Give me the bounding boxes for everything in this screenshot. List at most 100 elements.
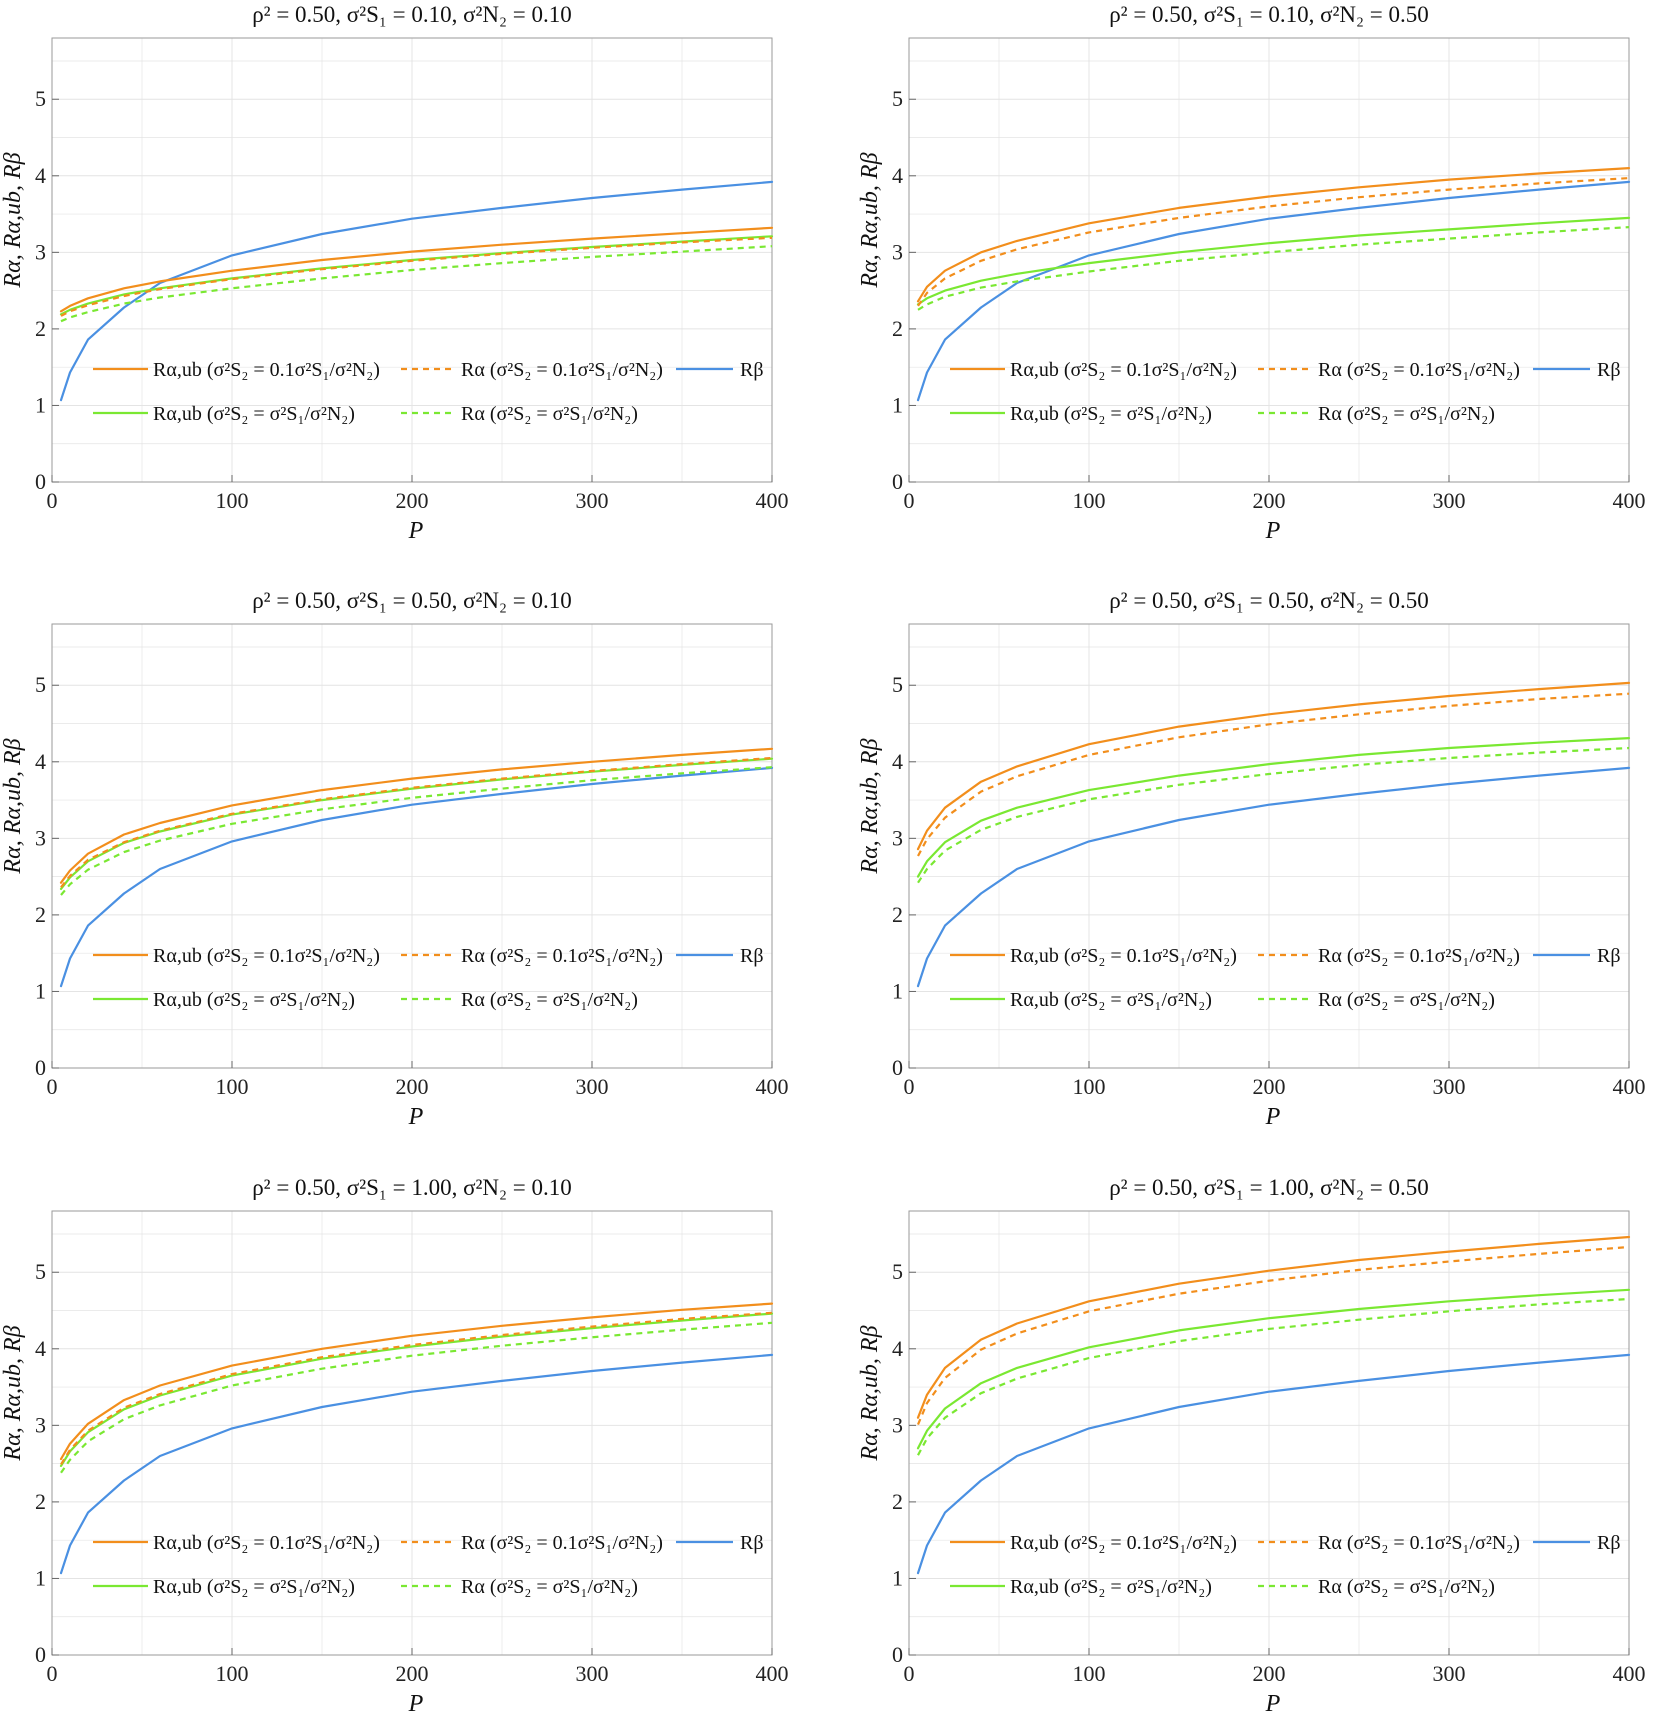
y-tick-label: 1 <box>35 392 46 417</box>
x-axis-label: P <box>408 1691 424 1714</box>
chart-title: ρ² = 0.50, σ²S₁ = 0.10, σ²N₂ = 0.50 <box>1109 2 1429 27</box>
x-tick-label: 400 <box>1613 1074 1646 1099</box>
x-tick-label: 200 <box>1253 1661 1286 1686</box>
x-tick-label: 300 <box>1433 1661 1466 1686</box>
chart-title: ρ² = 0.50, σ²S₁ = 1.00, σ²N₂ = 0.10 <box>252 1175 572 1200</box>
legend-label: Rα (σ²S₂ = σ²S₁/σ²N₂) <box>461 989 638 1011</box>
legend-label: Rα,ub (σ²S₂ = 0.1σ²S₁/σ²N₂) <box>1010 359 1237 381</box>
legend-label: Rβ <box>740 359 764 381</box>
series-line-green-dashed <box>60 245 773 323</box>
legend-label: Rβ <box>1597 945 1621 967</box>
legend-label: Rα,ub (σ²S₂ = 0.1σ²S₁/σ²N₂) <box>153 359 380 381</box>
legend: Rα,ub (σ²S₂ = 0.1σ²S₁/σ²N₂) Rα (σ²S₂ = 0.… <box>93 945 764 1011</box>
y-tick-label: 4 <box>892 1336 903 1361</box>
x-axis-label: P <box>408 1104 424 1130</box>
x-tick-label: 400 <box>1613 488 1646 513</box>
y-tick-label: 2 <box>892 316 903 341</box>
series-line-orange-solid <box>59 747 774 884</box>
y-tick-label: 2 <box>35 1489 46 1514</box>
series-line-orange-solid <box>916 167 1631 303</box>
x-tick-label: 200 <box>396 1661 429 1686</box>
y-tick-label: 5 <box>892 672 903 697</box>
legend: Rα,ub (σ²S₂ = 0.1σ²S₁/σ²N₂) Rα (σ²S₂ = 0.… <box>950 945 1621 1011</box>
y-tick-label: 3 <box>892 239 903 264</box>
y-axis-label: Rα, Rα,ub, Rβ <box>0 152 26 288</box>
x-tick-label: 200 <box>396 1074 429 1099</box>
legend: Rα,ub (σ²S₂ = 0.1σ²S₁/σ²N₂) Rα (σ²S₂ = 0.… <box>950 359 1621 425</box>
series-line-blue-solid <box>59 180 774 402</box>
y-tick-label: 0 <box>35 1642 46 1667</box>
y-tick-label: 2 <box>892 902 903 927</box>
x-tick-label: 0 <box>904 1661 915 1686</box>
legend-label: Rα,ub (σ²S₂ = σ²S₁/σ²N₂) <box>1010 1576 1212 1598</box>
x-axis-label: P <box>408 518 424 544</box>
y-tick-label: 3 <box>35 1412 46 1437</box>
series-line-green-dashed <box>917 1297 1630 1456</box>
y-tick-label: 3 <box>35 825 46 850</box>
y-tick-label: 1 <box>892 978 903 1003</box>
legend-label: Rα,ub (σ²S₂ = σ²S₁/σ²N₂) <box>1010 989 1212 1011</box>
x-tick-label: 400 <box>756 1074 789 1099</box>
x-tick-label: 100 <box>216 488 249 513</box>
legend-label: Rα (σ²S₂ = 0.1σ²S₁/σ²N₂) <box>1318 1532 1520 1554</box>
chart-panel-2: 0 100 200 300 400 0 1 2 3 4 5 ρ² = 0.50, σ²S₁ = 0.1… <box>857 2 1646 544</box>
legend-label: Rα (σ²S₂ = 0.1σ²S₁/σ²N₂) <box>461 359 663 381</box>
series-line-green-dashed <box>60 1321 773 1474</box>
x-tick-label: 100 <box>1073 488 1106 513</box>
chart-panel-4: 0 100 200 300 400 0 1 2 3 4 5 ρ² = 0.50, σ²S₁ = 0.5… <box>857 588 1646 1130</box>
series-line-green-solid <box>916 216 1631 306</box>
x-tick-label: 0 <box>47 1074 58 1099</box>
y-tick-label: 4 <box>892 163 903 188</box>
x-tick-label: 100 <box>1073 1661 1106 1686</box>
series-line-orange-dashed <box>917 177 1630 307</box>
y-tick-label: 1 <box>35 978 46 1003</box>
series-line-orange-dashed <box>916 1245 1630 1426</box>
series-line-orange-dashed <box>917 692 1630 857</box>
y-tick-label: 0 <box>35 469 46 494</box>
chart-panel-1: 0 100 200 300 400 0 1 2 3 4 5 ρ² = 0.50, σ²S₁ = 0.1… <box>0 2 789 544</box>
y-tick-label: 1 <box>892 1565 903 1590</box>
y-tick-label: 5 <box>35 86 46 111</box>
y-tick-label: 0 <box>35 1055 46 1080</box>
x-tick-label: 300 <box>576 488 609 513</box>
series-line-orange-solid <box>59 1302 774 1461</box>
x-tick-label: 300 <box>1433 488 1466 513</box>
series-line-orange-dashed <box>60 236 773 317</box>
y-tick-label: 0 <box>892 1055 903 1080</box>
y-tick-label: 4 <box>35 163 46 188</box>
x-tick-label: 200 <box>396 488 429 513</box>
legend-label: Rα (σ²S₂ = σ²S₁/σ²N₂) <box>1318 989 1495 1011</box>
x-tick-label: 300 <box>576 1074 609 1099</box>
series-line-green-dashed <box>917 746 1630 884</box>
y-tick-label: 4 <box>35 1336 46 1361</box>
x-tick-label: 200 <box>1253 1074 1286 1099</box>
x-axis-label: P <box>1265 1691 1281 1714</box>
chart-panel-6: 0 100 200 300 400 0 1 2 3 4 5 ρ² = 0.50, σ²S₁ = 1.0… <box>857 1175 1646 1714</box>
legend-label: Rα,ub (σ²S₂ = 0.1σ²S₁/σ²N₂) <box>153 945 380 967</box>
legend-label: Rα (σ²S₂ = 0.1σ²S₁/σ²N₂) <box>461 945 663 967</box>
y-tick-label: 5 <box>35 1259 46 1284</box>
x-tick-label: 0 <box>47 1661 58 1686</box>
x-tick-label: 200 <box>1253 488 1286 513</box>
legend-label: Rβ <box>1597 359 1621 381</box>
y-tick-label: 1 <box>892 392 903 417</box>
series-line-blue-solid <box>916 180 1631 402</box>
legend: Rα,ub (σ²S₂ = 0.1σ²S₁/σ²N₂) Rα (σ²S₂ = 0.… <box>93 359 764 425</box>
legend-label: Rα,ub (σ²S₂ = σ²S₁/σ²N₂) <box>153 403 355 425</box>
y-axis-label: Rα, Rα,ub, Rβ <box>857 1325 883 1461</box>
series-line-green-solid <box>59 1312 774 1468</box>
y-tick-label: 3 <box>892 1412 903 1437</box>
y-tick-label: 1 <box>35 1565 46 1590</box>
legend-label: Rβ <box>740 945 764 967</box>
series-line-orange-dashed <box>60 756 773 888</box>
y-tick-label: 0 <box>892 1642 903 1667</box>
legend-label: Rβ <box>740 1532 764 1554</box>
y-tick-label: 0 <box>892 469 903 494</box>
legend-label: Rα (σ²S₂ = σ²S₁/σ²N₂) <box>461 403 638 425</box>
x-axis-label: P <box>1265 1104 1281 1130</box>
legend-label: Rα (σ²S₂ = σ²S₁/σ²N₂) <box>461 1576 638 1598</box>
legend-label: Rα (σ²S₂ = σ²S₁/σ²N₂) <box>1318 1576 1495 1598</box>
legend-label: Rα (σ²S₂ = σ²S₁/σ²N₂) <box>1318 403 1495 425</box>
legend: Rα,ub (σ²S₂ = 0.1σ²S₁/σ²N₂) Rα (σ²S₂ = 0.… <box>950 1532 1621 1598</box>
